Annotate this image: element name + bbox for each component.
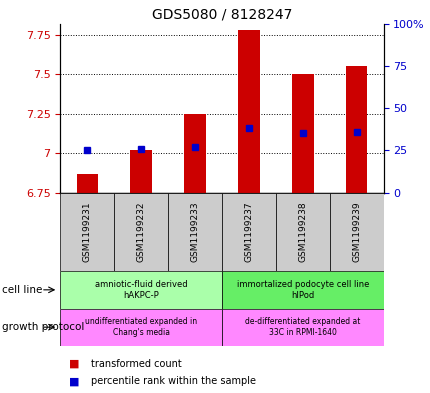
Bar	[329, 193, 383, 271]
Bar	[275, 193, 329, 271]
Bar	[345, 66, 366, 193]
Title: GDS5080 / 8128247: GDS5080 / 8128247	[151, 7, 292, 21]
Text: growth protocol: growth protocol	[2, 322, 84, 332]
Text: GSM1199232: GSM1199232	[136, 202, 145, 262]
Text: GSM1199233: GSM1199233	[190, 202, 199, 262]
Text: undifferentiated expanded in
Chang's media: undifferentiated expanded in Chang's med…	[85, 318, 197, 337]
Text: transformed count: transformed count	[90, 358, 181, 369]
Bar	[168, 193, 221, 271]
Bar	[292, 74, 313, 193]
Text: percentile rank within the sample: percentile rank within the sample	[90, 376, 255, 386]
Bar	[221, 309, 383, 346]
Bar	[238, 30, 259, 193]
Text: amniotic-fluid derived
hAKPC-P: amniotic-fluid derived hAKPC-P	[95, 280, 187, 299]
Text: ■: ■	[69, 358, 79, 369]
Text: GSM1199231: GSM1199231	[83, 202, 92, 262]
Bar	[130, 150, 151, 193]
Text: GSM1199239: GSM1199239	[351, 202, 360, 262]
Text: immortalized podocyte cell line
hIPod: immortalized podocyte cell line hIPod	[236, 280, 368, 299]
Text: cell line: cell line	[2, 285, 43, 295]
Bar	[60, 271, 221, 309]
Bar	[60, 309, 221, 346]
Text: ■: ■	[69, 376, 79, 386]
Text: GSM1199238: GSM1199238	[298, 202, 307, 262]
Text: de-differentiated expanded at
33C in RPMI-1640: de-differentiated expanded at 33C in RPM…	[245, 318, 359, 337]
Bar	[60, 193, 114, 271]
Bar	[221, 193, 275, 271]
Text: GSM1199237: GSM1199237	[244, 202, 253, 262]
Bar	[221, 271, 383, 309]
Bar	[114, 193, 168, 271]
Bar	[184, 114, 206, 193]
Bar	[77, 174, 98, 193]
